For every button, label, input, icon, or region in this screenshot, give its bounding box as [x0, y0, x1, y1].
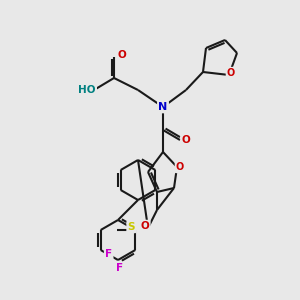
Text: F: F: [105, 249, 112, 259]
Text: O: O: [227, 68, 235, 78]
Text: O: O: [141, 221, 149, 231]
Text: O: O: [118, 50, 126, 60]
Text: S: S: [128, 222, 135, 232]
Text: HO: HO: [78, 85, 96, 95]
Text: F: F: [116, 263, 124, 273]
Text: N: N: [158, 102, 168, 112]
Text: O: O: [176, 162, 184, 172]
Text: O: O: [182, 135, 190, 145]
